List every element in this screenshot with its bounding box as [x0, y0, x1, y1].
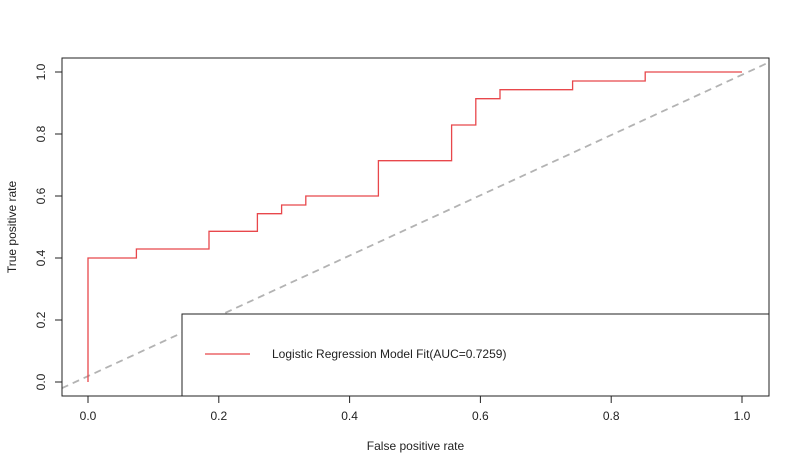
y-tick-label: 0.4 [34, 249, 48, 266]
y-tick-label: 1.0 [34, 63, 48, 80]
y-tick-label: 0.8 [34, 125, 48, 142]
y-tick-label: 0.6 [34, 187, 48, 204]
y-axis-label: True positive rate [5, 181, 19, 274]
x-axis-label: False positive rate [367, 439, 465, 453]
x-tick-label: 0.6 [472, 409, 489, 423]
x-tick-label: 0.8 [603, 409, 620, 423]
x-tick-label: 0.4 [341, 409, 358, 423]
roc-curve-line [87, 71, 742, 382]
legend-box [181, 313, 770, 397]
legend: Logistic Regression Model Fit(AUC=0.7259… [181, 313, 770, 397]
x-tick-label: 1.0 [734, 409, 751, 423]
x-tick-label: 0.0 [80, 409, 97, 423]
plot-area [62, 61, 769, 390]
x-tick-label: 0.2 [210, 409, 227, 423]
diagonal-reference-line [62, 61, 769, 390]
y-tick-label: 0.0 [34, 373, 48, 390]
y-tick-label: 0.2 [34, 311, 48, 328]
axes: 0.0 0.2 0.4 0.6 0.8 1.0 0.0 0.2 0.4 0.6 0.8 1.0 [34, 57, 770, 423]
legend-label: Logistic Regression Model Fit(AUC=0.7259… [272, 347, 506, 361]
